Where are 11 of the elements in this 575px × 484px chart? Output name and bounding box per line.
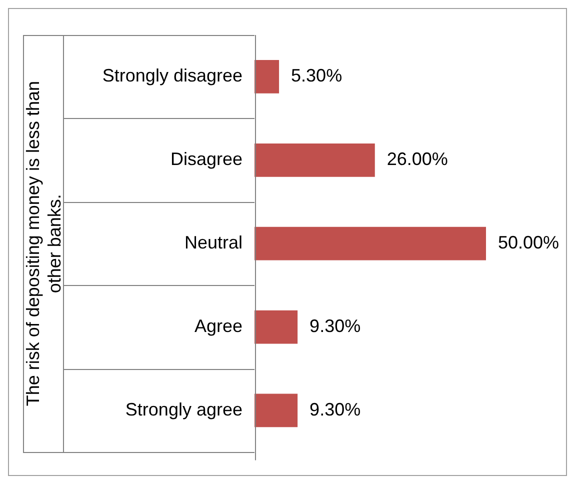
bar: [254, 310, 298, 344]
data-label: 5.30%: [291, 66, 342, 86]
bar: [254, 60, 280, 94]
data-label: 26.00%: [386, 149, 448, 170]
data-label: 9.30%: [310, 399, 361, 420]
bar: [254, 226, 486, 260]
bar: [254, 143, 375, 177]
data-label: 50.00%: [498, 232, 560, 253]
bar: [254, 394, 298, 428]
y-axis-title: The risk of depositing money is less than other banks.: [22, 81, 64, 406]
data-label: 9.30%: [310, 316, 361, 336]
